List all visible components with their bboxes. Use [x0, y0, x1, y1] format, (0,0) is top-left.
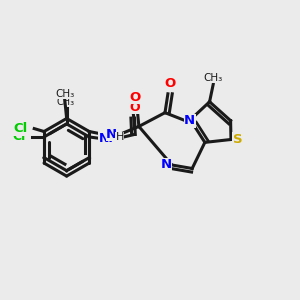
Text: O: O [164, 77, 176, 90]
Text: H: H [116, 132, 124, 142]
Text: N: N [184, 114, 195, 127]
Text: N: N [106, 128, 117, 141]
Text: CH₃: CH₃ [204, 73, 223, 82]
Text: NH: NH [99, 132, 119, 145]
Text: Cl: Cl [14, 122, 28, 135]
Text: CH₃: CH₃ [57, 97, 75, 107]
Text: Cl: Cl [13, 130, 26, 143]
Text: S: S [233, 133, 242, 146]
Text: N: N [160, 158, 172, 171]
Text: O: O [129, 101, 140, 114]
Text: O: O [129, 91, 140, 104]
Text: CH₃: CH₃ [55, 88, 74, 98]
